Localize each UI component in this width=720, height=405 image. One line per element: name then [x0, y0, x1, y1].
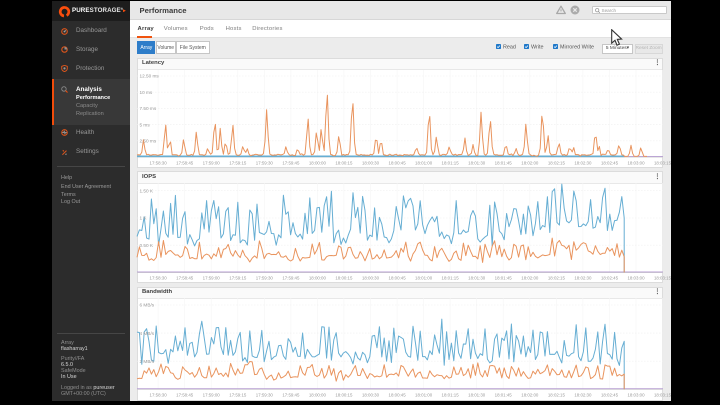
svg-text:18:00:00: 18:00:00 [309, 275, 327, 280]
svg-text:18:02:45: 18:02:45 [601, 275, 619, 280]
svg-text:18:01:00: 18:01:00 [415, 160, 433, 165]
svg-text:4 MB/s: 4 MB/s [140, 331, 155, 336]
svg-text:18:03:00: 18:03:00 [627, 160, 645, 165]
svg-text:18:03:15: 18:03:15 [654, 393, 672, 398]
svg-text:18:02:30: 18:02:30 [574, 275, 592, 280]
svg-text:17:59:15: 17:59:15 [229, 275, 247, 280]
svg-text:18:02:45: 18:02:45 [601, 160, 619, 165]
svg-text:17:59:00: 17:59:00 [203, 393, 221, 398]
svg-text:18:01:00: 18:01:00 [415, 393, 433, 398]
svg-text:17:58:30: 17:58:30 [150, 160, 168, 165]
svg-text:18:01:45: 18:01:45 [495, 393, 513, 398]
svg-text:18:00:30: 18:00:30 [362, 393, 380, 398]
svg-text:1 K: 1 K [140, 216, 148, 221]
svg-text:18:02:00: 18:02:00 [521, 275, 539, 280]
svg-text:18:01:15: 18:01:15 [442, 393, 460, 398]
svg-text:1.50 K: 1.50 K [140, 188, 154, 193]
svg-text:5 ms: 5 ms [140, 122, 151, 127]
svg-text:18:00:45: 18:00:45 [389, 160, 407, 165]
svg-text:17:59:45: 17:59:45 [282, 393, 300, 398]
svg-text:18:02:15: 18:02:15 [548, 160, 566, 165]
svg-text:18:01:30: 18:01:30 [468, 275, 486, 280]
svg-text:17:58:45: 17:58:45 [176, 393, 194, 398]
svg-text:18:02:30: 18:02:30 [574, 393, 592, 398]
svg-text:18:00:15: 18:00:15 [335, 393, 353, 398]
svg-text:18:03:00: 18:03:00 [627, 393, 645, 398]
svg-text:17:59:30: 17:59:30 [256, 393, 274, 398]
svg-text:18:01:15: 18:01:15 [442, 275, 460, 280]
svg-text:0.50 K: 0.50 K [140, 243, 154, 248]
svg-text:18:02:45: 18:02:45 [601, 393, 619, 398]
svg-text:18:03:15: 18:03:15 [654, 275, 672, 280]
svg-text:17:59:15: 17:59:15 [229, 160, 247, 165]
svg-text:17:58:30: 17:58:30 [150, 393, 168, 398]
svg-text:18:02:15: 18:02:15 [548, 393, 566, 398]
svg-text:18:01:00: 18:01:00 [415, 275, 433, 280]
svg-text:17:59:30: 17:59:30 [256, 275, 274, 280]
svg-text:18:01:45: 18:01:45 [495, 160, 513, 165]
svg-text:18:00:15: 18:00:15 [335, 275, 353, 280]
svg-text:18:02:00: 18:02:00 [521, 160, 539, 165]
svg-text:18:02:15: 18:02:15 [548, 275, 566, 280]
svg-text:17:59:00: 17:59:00 [203, 160, 221, 165]
svg-text:18:01:30: 18:01:30 [468, 393, 486, 398]
svg-text:18:02:00: 18:02:00 [521, 393, 539, 398]
svg-text:2.50 ms: 2.50 ms [140, 139, 157, 144]
svg-text:10 ms: 10 ms [140, 90, 153, 95]
svg-text:12.50 ms: 12.50 ms [140, 74, 160, 79]
svg-text:18:02:30: 18:02:30 [574, 160, 592, 165]
svg-text:18:00:45: 18:00:45 [389, 393, 407, 398]
svg-text:17:58:30: 17:58:30 [150, 275, 168, 280]
svg-text:18:00:00: 18:00:00 [309, 160, 327, 165]
svg-text:17:59:30: 17:59:30 [256, 160, 274, 165]
svg-text:18:01:45: 18:01:45 [495, 275, 513, 280]
svg-text:18:00:30: 18:00:30 [362, 275, 380, 280]
svg-text:18:03:00: 18:03:00 [627, 275, 645, 280]
svg-text:17:59:15: 17:59:15 [229, 393, 247, 398]
svg-text:18:03:15: 18:03:15 [654, 160, 672, 165]
svg-text:2 MB/s: 2 MB/s [140, 359, 155, 364]
svg-text:18:01:15: 18:01:15 [442, 160, 460, 165]
svg-text:6 MB/s: 6 MB/s [140, 303, 155, 308]
svg-text:17:58:45: 17:58:45 [176, 275, 194, 280]
svg-text:17:59:45: 17:59:45 [282, 160, 300, 165]
svg-text:18:00:30: 18:00:30 [362, 160, 380, 165]
svg-text:18:00:15: 18:00:15 [335, 160, 353, 165]
svg-text:18:01:30: 18:01:30 [468, 160, 486, 165]
svg-text:17:59:00: 17:59:00 [203, 275, 221, 280]
svg-text:18:00:00: 18:00:00 [309, 393, 327, 398]
svg-text:17:58:45: 17:58:45 [176, 160, 194, 165]
svg-text:17:59:45: 17:59:45 [282, 275, 300, 280]
svg-text:7.50 ms: 7.50 ms [140, 106, 157, 111]
svg-text:18:00:45: 18:00:45 [389, 275, 407, 280]
